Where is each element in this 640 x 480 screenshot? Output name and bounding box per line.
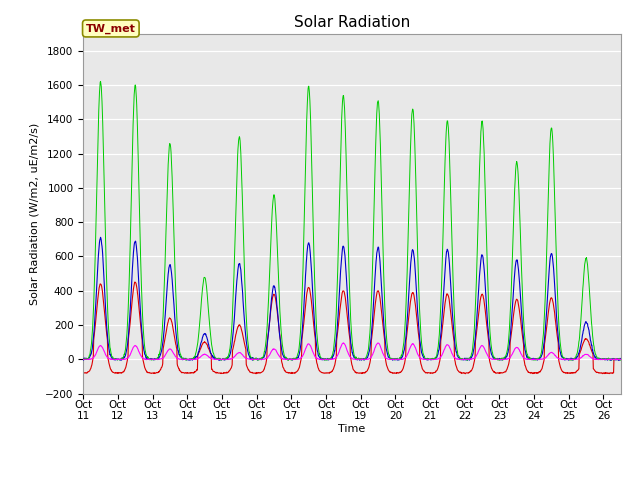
- Title: Solar Radiation: Solar Radiation: [294, 15, 410, 30]
- X-axis label: Time: Time: [339, 424, 365, 434]
- Y-axis label: Solar Radiation (W/m2, uE/m2/s): Solar Radiation (W/m2, uE/m2/s): [29, 122, 40, 305]
- Text: TW_met: TW_met: [86, 24, 136, 34]
- Legend: RNet, Pyranom, PAR_IN, PAR_OUT: RNet, Pyranom, PAR_IN, PAR_OUT: [172, 479, 532, 480]
